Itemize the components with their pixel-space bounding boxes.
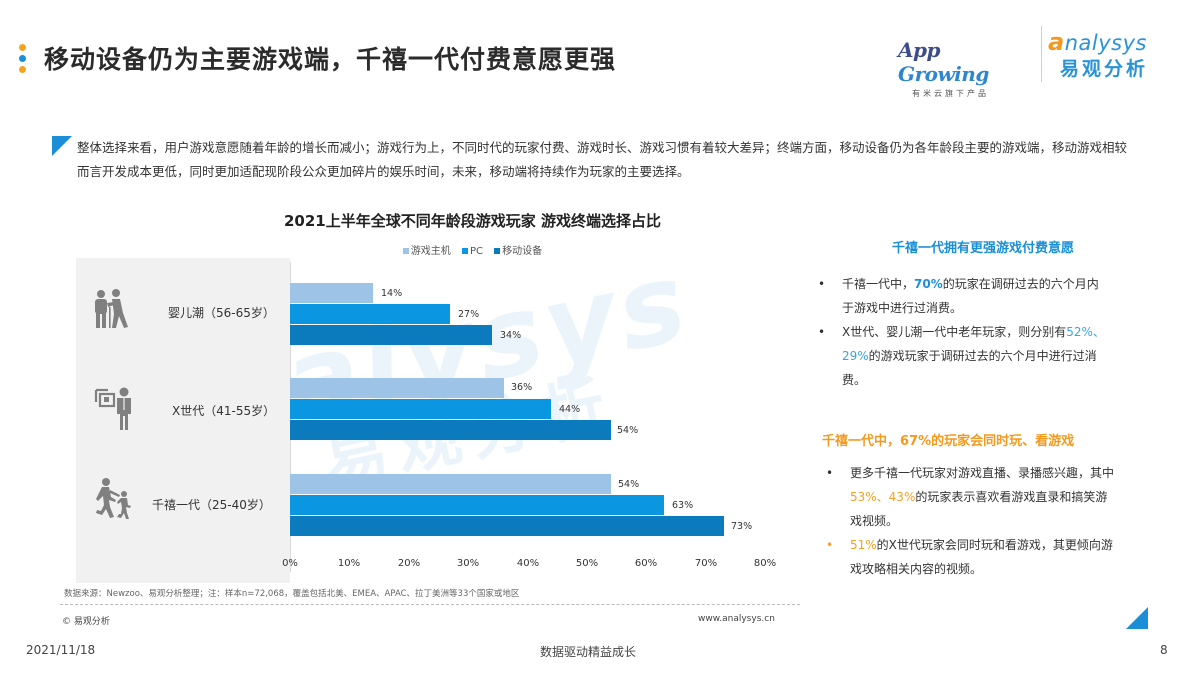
- insight-item: • 51%的X世代玩家会同时玩和看游戏，其更倾向游戏攻略相关内容的视频。: [826, 533, 1116, 581]
- bar-value-label: 63%: [672, 500, 694, 511]
- bar-value-label: 36%: [511, 382, 533, 393]
- legend-swatch-icon: [494, 248, 501, 254]
- bar-value-label: 73%: [731, 521, 753, 532]
- logo-subtitle: 有米云旗下产品: [912, 89, 989, 98]
- intro-triangle-icon: [52, 136, 72, 156]
- page-title: 移动设备仍为主要游戏端，千禧一代付费意愿更强: [44, 45, 617, 74]
- blue-dot-icon: [19, 55, 26, 62]
- x-tick: 50%: [575, 558, 599, 569]
- x-tick: 20%: [397, 558, 421, 569]
- title-decoration-dots: [19, 44, 27, 77]
- bar-mobile-millennials[interactable]: [290, 516, 724, 536]
- elderly-couple-icon: [90, 288, 134, 332]
- businessman-icon: [92, 386, 136, 430]
- parent-child-running-icon: [92, 477, 136, 521]
- insight-list-payment: • 千禧一代中，70%的玩家在调研过去的六个月内于游戏中进行过消费。 • X世代…: [818, 272, 1108, 392]
- insight-list-watch: • 更多千禧一代玩家对游戏直播、录播感兴趣，其中53%、43%的玩家表示喜欢看游…: [826, 461, 1116, 581]
- bar-pc-gen-x[interactable]: [290, 399, 551, 419]
- insight-heading-payment: 千禧一代拥有更强游戏付费意愿: [891, 241, 1074, 256]
- bar-pc-baby-boomers[interactable]: [290, 304, 450, 324]
- bar-value-label: 54%: [618, 479, 640, 490]
- page-number: 8: [1160, 643, 1168, 657]
- orange-dot-icon: [19, 44, 26, 51]
- corner-triangle-icon: [1126, 607, 1148, 629]
- legend-item-pc: PC: [461, 246, 483, 257]
- bar-mobile-gen-x[interactable]: [290, 420, 611, 440]
- insight-item: • 更多千禧一代玩家对游戏直播、录播感兴趣，其中53%、43%的玩家表示喜欢看游…: [826, 461, 1116, 533]
- category-panel: [76, 258, 290, 583]
- insight-item: • 千禧一代中，70%的玩家在调研过去的六个月内于游戏中进行过消费。: [818, 272, 1108, 320]
- chart-legend: 游戏主机 PC 移动设备: [200, 242, 745, 257]
- x-tick: 10%: [337, 558, 361, 569]
- bar-console-millennials[interactable]: [290, 474, 611, 494]
- legend-swatch-icon: [402, 248, 409, 254]
- orange-dot-icon: [19, 66, 26, 73]
- appgrowing-logo: App Growing 有米云旗下产品: [898, 38, 1026, 98]
- footer-date: 2021/11/18: [26, 643, 96, 657]
- bar-value-label: 34%: [500, 330, 522, 341]
- highlight-percent: 53%、43%: [850, 490, 916, 504]
- footer-slogan: 数据驱动精益成长: [540, 645, 637, 659]
- x-tick: 40%: [516, 558, 540, 569]
- bar-mobile-baby-boomers[interactable]: [290, 325, 492, 345]
- logo-text-growing: Growing: [898, 62, 989, 86]
- chart-title: 2021上半年全球不同年龄段游戏玩家 游戏终端选择占比: [284, 212, 661, 230]
- bullet-icon: •: [818, 277, 826, 291]
- insight-heading-watch: 千禧一代中，67%的玩家会同时玩、看游戏: [822, 434, 1075, 449]
- logo-divider: [1041, 26, 1042, 82]
- logo-a-glyph: a: [1048, 28, 1065, 56]
- logo-text-app: App: [898, 38, 941, 62]
- category-label-gen-x: X世代（41-55岁）: [172, 404, 276, 418]
- bar-console-gen-x[interactable]: [290, 378, 504, 398]
- bar-pc-millennials[interactable]: [290, 495, 664, 515]
- highlight-percent: 51%: [850, 538, 877, 552]
- legend-swatch-icon: [461, 248, 468, 254]
- bar-value-label: 54%: [617, 425, 639, 436]
- x-tick: 30%: [456, 558, 480, 569]
- x-tick: 70%: [694, 558, 718, 569]
- logo-text-analysys: nalysys: [1064, 31, 1147, 55]
- legend-item-console: 游戏主机: [402, 242, 451, 257]
- website-link[interactable]: www.analysys.cn: [698, 614, 775, 624]
- bullet-icon: •: [818, 325, 826, 339]
- x-tick: 0%: [282, 558, 298, 569]
- highlight-percent: 70%: [914, 277, 943, 291]
- chart-source-note: 数据来源：Newzoo、易观分析整理；注：样本n=72,068，覆盖包括北美、E…: [64, 589, 520, 599]
- bullet-icon: •: [826, 466, 834, 480]
- dashed-divider: [60, 604, 800, 605]
- bullet-icon: •: [826, 538, 834, 552]
- category-label-baby-boomers: 婴儿潮（56-65岁）: [168, 306, 275, 320]
- bar-value-label: 44%: [559, 404, 581, 415]
- insight-item: • X世代、婴儿潮一代中老年玩家，则分别有52%、29%的游戏玩家于调研过去的六…: [818, 320, 1108, 392]
- x-tick: 80%: [753, 558, 777, 569]
- legend-item-mobile: 移动设备: [494, 242, 542, 257]
- bar-value-label: 14%: [381, 288, 403, 299]
- x-tick: 60%: [634, 558, 658, 569]
- analysys-logo: analysys 易观分析: [1048, 28, 1178, 88]
- logo-chinese-name: 易观分析: [1060, 58, 1149, 80]
- bar-value-label: 27%: [458, 309, 480, 320]
- highlight-percent: 52%、29%: [842, 325, 1105, 363]
- bar-console-baby-boomers[interactable]: [290, 283, 373, 303]
- copyright-text: © 易观分析: [62, 617, 110, 627]
- intro-paragraph: 整体选择来看，用户游戏意愿随着年龄的增长而减小；游戏行为上，不同时代的玩家付费、…: [77, 140, 1128, 179]
- category-label-millennials: 千禧一代（25-40岁）: [152, 498, 271, 512]
